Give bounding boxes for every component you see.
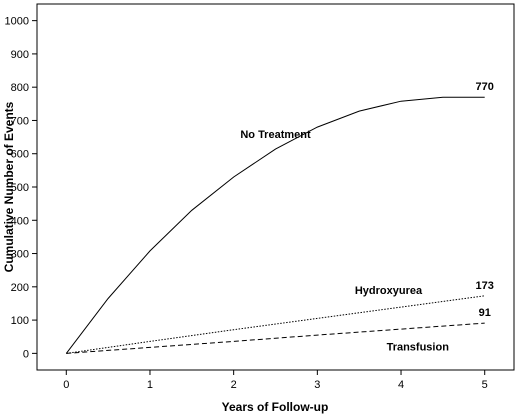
x-tick-label: 3 [314,379,320,391]
series-end-value-label: 91 [479,307,491,319]
series-lines [65,96,485,354]
y-tick-label: 700 [11,115,29,127]
x-tick-label: 0 [63,379,69,391]
series-name-label: Transfusion [387,342,450,354]
y-tick-label: 100 [11,315,29,327]
y-tick-label: 400 [11,215,29,227]
y-tick-label: 800 [11,82,29,94]
series-name-label: No Treatment [240,129,311,141]
series-labels: No Treatment 770 Hydroxyurea 173 Transfusion… [240,81,494,354]
y-axis-title: Cumulative Number of Events [2,101,16,272]
plot-frame [36,3,515,371]
y-tick-label: 600 [11,149,29,161]
series-end-value-label: 173 [476,280,494,292]
x-axis-title: Years of Follow-up [222,400,329,414]
y-tick-label: 900 [11,49,29,61]
series-end-value-label: 770 [476,81,494,93]
x-tick-label: 2 [231,379,237,391]
x-axis-ticks: 0 1 2 3 4 5 [63,370,488,391]
y-tick-label: 0 [23,348,29,360]
y-axis-ticks: 0 100 200 300 400 500 600 700 800 900 1000 [5,16,37,360]
series-line-no-treatment [65,96,485,354]
y-tick-label: 300 [11,249,29,261]
y-tick-label: 200 [11,282,29,294]
series-line-hydroxyurea [66,295,485,354]
y-tick-label: 1000 [5,16,29,28]
x-tick-label: 1 [147,379,153,391]
series-line-transfusion [66,322,485,354]
x-tick-label: 5 [482,379,488,391]
series-name-label: Hydroxyurea [355,285,423,297]
x-tick-label: 4 [398,379,404,391]
y-tick-label: 500 [11,182,29,194]
